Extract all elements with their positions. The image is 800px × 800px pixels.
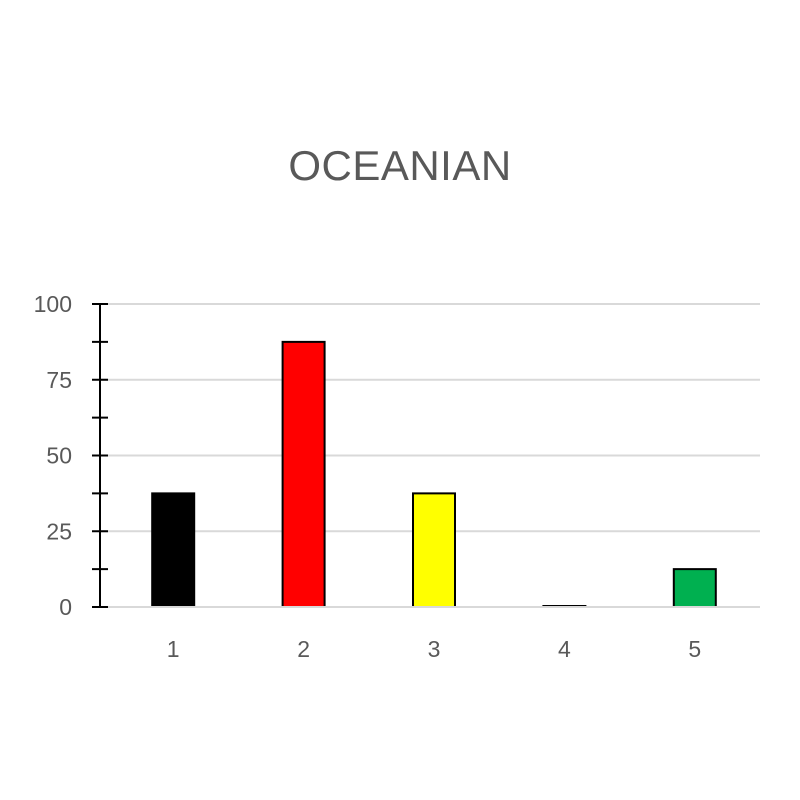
- y-tick-label-0: 0: [59, 594, 72, 620]
- chart-title: OCEANIAN: [288, 142, 512, 189]
- x-tick-label-3: 3: [428, 636, 441, 662]
- bar-1: [151, 492, 196, 608]
- x-tick-label-4: 4: [558, 636, 571, 662]
- y-tick-label-50: 50: [46, 443, 72, 469]
- y-axis: [92, 303, 760, 608]
- bar-3: [412, 492, 456, 608]
- x-tick-label-2: 2: [297, 636, 310, 662]
- bar-2: [281, 340, 326, 608]
- y-tick-label-25: 25: [46, 518, 72, 544]
- x-tick-label-1: 1: [167, 636, 180, 662]
- bar-5: [672, 568, 717, 608]
- y-tick-label-75: 75: [46, 367, 72, 393]
- gridlines: [100, 303, 760, 533]
- tick-labels: 0 25 50 75 100 1 2 3 4 5: [34, 291, 702, 662]
- x-tick-label-5: 5: [688, 636, 701, 662]
- bars: [151, 340, 717, 608]
- y-tick-label-100: 100: [34, 291, 72, 317]
